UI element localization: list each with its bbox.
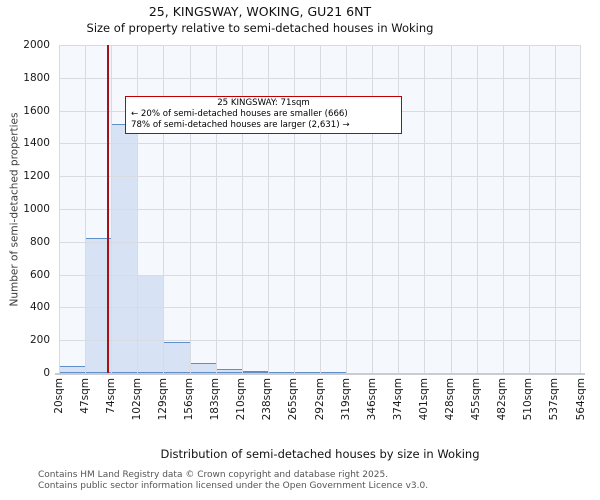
y-tick-label: 1800: [23, 71, 50, 84]
x-tick-label: 374sqm: [391, 378, 404, 421]
x-tick-label: 482sqm: [496, 378, 509, 421]
x-tick-label: 319sqm: [339, 378, 352, 421]
x-axis-line: [55, 373, 585, 375]
y-gridline: [59, 274, 581, 276]
y-tick-label: 400: [29, 301, 50, 314]
x-tick-label: 102sqm: [130, 378, 143, 421]
x-tick-label: 455sqm: [470, 378, 483, 421]
x-tick-label: 564sqm: [574, 378, 587, 421]
chart-title: 25, KINGSWAY, WOKING, GU21 6NT: [148, 4, 372, 19]
y-tick-label: 600: [29, 268, 50, 281]
footer-attribution-line2: Contains public sector information licen…: [38, 480, 429, 491]
x-tick-label: 537sqm: [548, 378, 561, 421]
x-tick-label: 129sqm: [156, 378, 169, 421]
histogram-bar: [163, 341, 191, 373]
x-tick-label: 210sqm: [235, 378, 248, 421]
y-tick-label: 1600: [23, 104, 50, 117]
y-tick-label: 800: [29, 235, 50, 248]
x-tick-label: 47sqm: [78, 378, 91, 414]
y-tick-label: 1400: [23, 137, 50, 150]
y-tick-label: 1000: [23, 203, 50, 215]
annotation-smaller-text: ← 20% of semi-detached houses are smalle…: [131, 109, 348, 120]
y-gridline: [59, 241, 581, 243]
x-tick-label: 156sqm: [183, 378, 195, 421]
annotation-larger-text: 78% of semi-detached houses are larger (…: [131, 120, 350, 131]
y-gridline: [59, 176, 581, 178]
y-gridline: [59, 77, 581, 79]
property-marker-line: [106, 45, 109, 373]
x-tick-label: 238sqm: [261, 378, 274, 421]
y-tick-label: 0: [43, 367, 50, 379]
y-tick-label: 200: [29, 334, 50, 347]
y-gridline: [59, 143, 581, 145]
histogram-bar: [59, 365, 86, 373]
y-gridline: [59, 340, 581, 342]
x-axis-label: Distribution of semi-detached houses by …: [160, 447, 480, 461]
y-gridline: [59, 307, 581, 309]
x-tick-label: 428sqm: [444, 378, 456, 421]
x-tick-label: 346sqm: [365, 378, 378, 421]
histogram-bar: [137, 274, 164, 373]
chart-subtitle: Size of property relative to semi-detach…: [86, 21, 434, 35]
y-tick-label: 2000: [23, 39, 50, 51]
x-tick-label: 183sqm: [209, 378, 222, 421]
x-tick-label: 292sqm: [313, 378, 326, 421]
x-tick-label: 265sqm: [287, 378, 300, 421]
annotation-box: 25 KINGSWAY: 71sqm ← 20% of semi-detache…: [125, 96, 402, 134]
histogram-bar: [111, 123, 138, 373]
annotation-property-label: 25 KINGSWAY: 71sqm: [217, 98, 310, 108]
x-tick-label: 401sqm: [417, 378, 430, 421]
x-tick-label: 510sqm: [522, 378, 535, 421]
plot-area: 25 KINGSWAY: 71sqm ← 20% of semi-detache…: [59, 45, 581, 374]
y-tick-label: 1200: [23, 170, 50, 183]
x-tick-label: 20sqm: [52, 378, 65, 414]
y-axis-label: Number of semi-detached properties: [8, 112, 21, 307]
x-tick-label: 74sqm: [104, 378, 117, 414]
footer-attribution-line1: Contains HM Land Registry data © Crown c…: [38, 470, 389, 480]
y-gridline: [59, 209, 581, 210]
histogram-bar: [190, 363, 217, 373]
y-gridline: [59, 45, 581, 46]
